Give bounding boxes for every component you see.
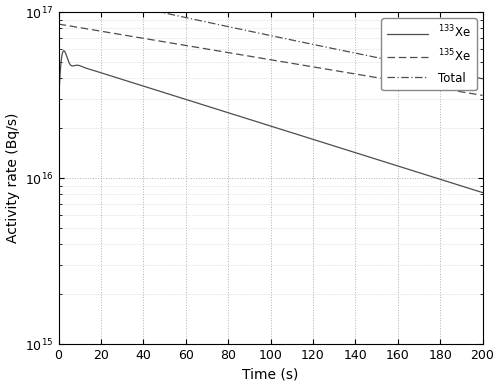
Line: Total: Total <box>58 0 482 79</box>
Y-axis label: Activity rate (Bq/s): Activity rate (Bq/s) <box>6 113 20 243</box>
$^{133}$Xe <box>382 160 388 164</box>
Legend: $^{133}$Xe, $^{135}$Xe, Total: $^{133}$Xe, $^{135}$Xe, Total <box>381 18 476 91</box>
Total <box>424 65 430 70</box>
$^{133}$Xe <box>56 103 62 108</box>
$^{133}$Xe <box>404 166 409 171</box>
$^{135}$Xe <box>423 84 429 88</box>
X-axis label: Time (s): Time (s) <box>242 367 298 382</box>
$^{135}$Xe <box>247 54 253 58</box>
Total <box>56 2 62 6</box>
Total <box>480 77 486 81</box>
$^{135}$Xe <box>480 93 486 98</box>
$^{133}$Xe <box>424 173 430 177</box>
Total <box>247 29 253 34</box>
Total <box>382 57 388 62</box>
$^{133}$Xe <box>56 95 62 99</box>
$^{135}$Xe <box>56 22 62 26</box>
$^{133}$Xe <box>158 89 164 94</box>
Total <box>158 10 164 14</box>
$^{133}$Xe <box>247 117 253 122</box>
Line: $^{133}$Xe: $^{133}$Xe <box>58 51 482 193</box>
$^{135}$Xe <box>158 39 164 43</box>
$^{133}$Xe <box>61 48 67 53</box>
$^{135}$Xe <box>56 22 62 26</box>
$^{135}$Xe <box>382 77 388 81</box>
Total <box>56 0 62 4</box>
$^{133}$Xe <box>480 190 486 195</box>
$^{135}$Xe <box>404 80 409 85</box>
Line: $^{135}$Xe: $^{135}$Xe <box>58 24 482 95</box>
Total <box>404 61 409 66</box>
